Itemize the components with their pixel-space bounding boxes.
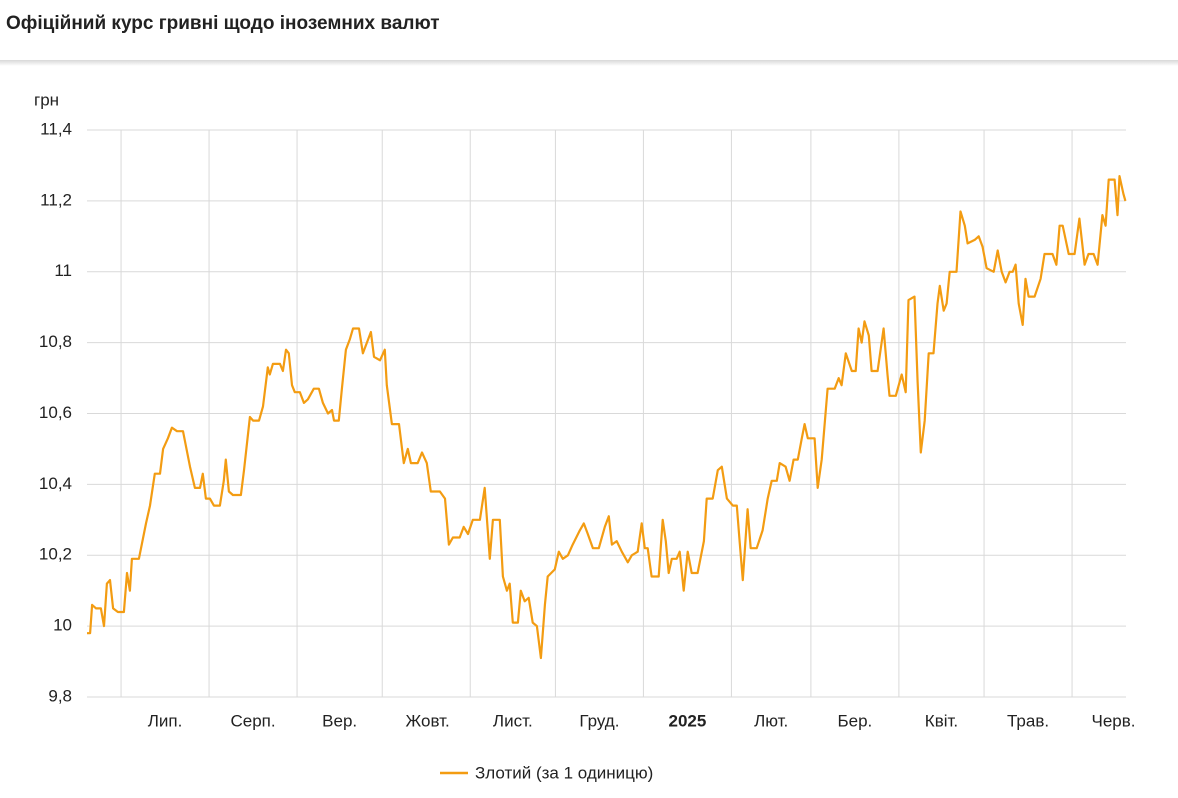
y-tick-label: 10,8 (39, 332, 72, 351)
plot (87, 175, 1127, 660)
x-tick-label: Жовт. (406, 711, 450, 730)
x-tick-label: 2025 (668, 711, 706, 730)
y-axis-label: грн (34, 90, 59, 109)
x-tick-label: Трав. (1007, 711, 1049, 730)
header-shadow (0, 60, 1178, 66)
y-tick-label: 10,2 (39, 545, 72, 564)
y-tick-label: 10 (53, 616, 72, 635)
x-tick-label: Серп. (231, 711, 276, 730)
legend: Злотий (за 1 одиницю) (440, 763, 653, 782)
x-tick-label: Бер. (837, 711, 872, 730)
x-tick-label: Квіт. (925, 711, 958, 730)
x-tick-label: Лип. (148, 711, 183, 730)
y-tick-label: 11,4 (40, 119, 72, 138)
x-tick-label: Вер. (322, 711, 357, 730)
x-tick-label: Лист. (493, 711, 533, 730)
y-tick-label: 10,4 (39, 474, 72, 493)
legend-label: Злотий (за 1 одиницю) (475, 763, 653, 782)
series-line (87, 175, 1127, 660)
grid: 9,8 10 10,2 10,4 10,6 10,8 11 11,2 11,4 Лип. Серп.… (39, 119, 1136, 730)
y-tick-label: 9,8 (48, 686, 72, 705)
x-tick-label: Черв. (1092, 711, 1136, 730)
y-tick-label: 10,6 (39, 403, 72, 422)
x-tick-label: Груд. (579, 711, 619, 730)
y-tick-label: 11 (54, 261, 72, 280)
x-tick-label: Лют. (754, 711, 788, 730)
chart-title: Офіційний курс гривні щодо іноземних вал… (6, 13, 440, 34)
y-tick-label: 11,2 (40, 190, 72, 209)
